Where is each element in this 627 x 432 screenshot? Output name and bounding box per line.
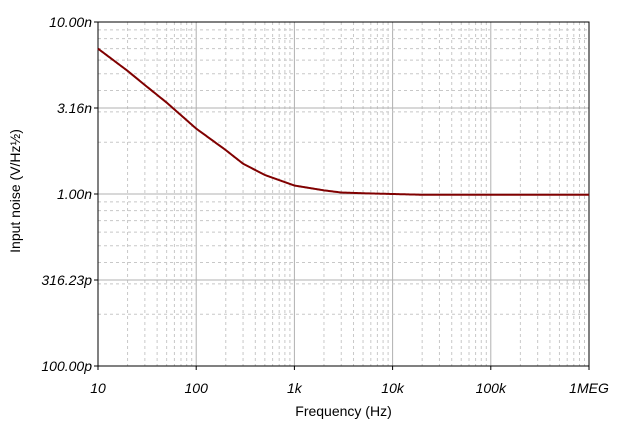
y-tick-label: 3.16n (57, 100, 92, 116)
y-tick-label: 1.00n (57, 186, 92, 202)
y-tick-label: 100.00p (41, 358, 92, 374)
y-axis-label: Input noise (V/Hz½) (7, 129, 23, 253)
x-tick-label: 100k (476, 380, 507, 396)
x-tick-label: 1k (287, 380, 303, 396)
y-tick-label: 316.23p (41, 272, 92, 288)
y-tick-label: 10.00n (49, 14, 92, 30)
x-axis-label: Frequency (Hz) (295, 403, 391, 419)
y-axis-ticks: 10.00n 3.16n 1.00n 316.23p 100.00p (41, 14, 98, 374)
x-tick-label: 100 (185, 380, 209, 396)
x-tick-label: 1MEG (569, 380, 609, 396)
x-axis-ticks: 10 100 1k 10k 100k 1MEG (90, 366, 609, 396)
series-line (97, 47, 589, 196)
x-tick-label: 10k (381, 380, 405, 396)
series-group (97, 47, 589, 196)
x-tick-label: 10 (90, 380, 106, 396)
